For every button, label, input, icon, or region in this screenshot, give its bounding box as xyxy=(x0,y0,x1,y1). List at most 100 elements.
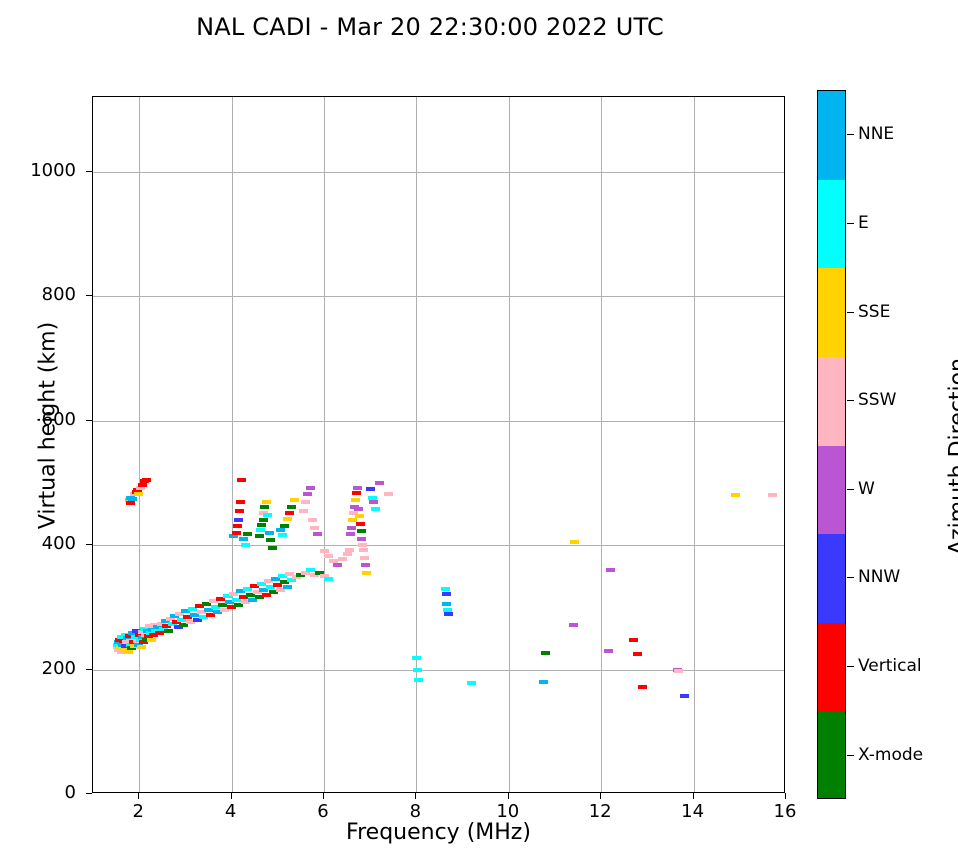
x-tick-label: 8 xyxy=(409,801,422,822)
data-mark xyxy=(143,633,153,638)
data-mark xyxy=(213,610,223,615)
colorbar-tick-label: SSW xyxy=(858,390,897,411)
data-mark xyxy=(352,485,362,490)
colorbar-tick-label: Vertical xyxy=(858,656,922,677)
data-mark xyxy=(267,545,277,550)
colorbar-segment-sse xyxy=(818,268,845,358)
data-mark xyxy=(229,591,239,596)
colorbar-segment-e xyxy=(818,179,845,269)
gridline-horizontal xyxy=(93,420,784,422)
data-mark xyxy=(151,629,161,633)
data-mark xyxy=(312,531,322,536)
colorbar-label: Azimuth Direction xyxy=(945,357,958,556)
data-mark xyxy=(116,635,126,640)
data-mark xyxy=(255,527,265,532)
data-mark xyxy=(277,574,287,579)
data-mark xyxy=(259,587,269,592)
data-mark xyxy=(357,536,367,541)
data-mark xyxy=(358,543,368,548)
data-mark xyxy=(241,543,250,548)
data-mark xyxy=(131,635,140,640)
data-mark xyxy=(319,549,329,554)
data-mark xyxy=(298,508,308,513)
data-mark xyxy=(201,601,211,606)
data-mark xyxy=(303,492,313,496)
data-mark xyxy=(314,570,324,575)
data-mark xyxy=(144,624,154,628)
data-mark xyxy=(632,652,642,656)
data-mark xyxy=(324,554,334,559)
colorbar-tick-label: NNW xyxy=(858,567,901,588)
data-mark xyxy=(220,607,230,612)
colorbar-tick xyxy=(847,311,854,313)
data-mark xyxy=(232,524,242,529)
colorbar-segment-nne xyxy=(818,91,845,181)
data-mark xyxy=(275,527,285,532)
colorbar-tick xyxy=(847,222,854,224)
data-mark xyxy=(356,529,366,534)
data-mark xyxy=(301,570,310,575)
data-mark xyxy=(351,490,361,495)
data-mark xyxy=(235,508,245,513)
y-tick-label: 400 xyxy=(41,533,76,555)
data-mark xyxy=(222,594,232,599)
x-axis-label: Frequency (MHz) xyxy=(346,820,531,845)
colorbar-segment-vertical xyxy=(818,622,845,712)
data-mark xyxy=(289,498,299,503)
data-mark xyxy=(164,629,174,633)
data-mark xyxy=(171,620,181,625)
data-mark xyxy=(166,616,176,621)
data-mark xyxy=(261,592,271,597)
data-mark xyxy=(344,548,354,553)
data-mark xyxy=(301,499,310,504)
data-mark xyxy=(411,656,421,661)
data-mark xyxy=(342,551,352,556)
data-mark xyxy=(148,632,158,637)
data-mark xyxy=(569,622,578,627)
x-tick xyxy=(230,793,232,799)
data-mark xyxy=(185,620,195,625)
data-mark xyxy=(360,555,370,560)
data-mark xyxy=(117,650,127,655)
data-mark xyxy=(264,579,274,584)
data-mark xyxy=(131,629,141,633)
data-mark xyxy=(353,507,363,511)
y-tick xyxy=(86,419,92,421)
data-mark xyxy=(280,580,290,585)
colorbar-segment-nnw xyxy=(818,534,845,624)
data-mark xyxy=(368,496,377,501)
data-mark xyxy=(679,693,689,698)
data-mark xyxy=(194,604,204,609)
data-mark xyxy=(143,629,152,633)
data-mark xyxy=(254,533,264,538)
gridline-vertical xyxy=(416,97,418,792)
data-mark xyxy=(359,548,369,553)
data-mark xyxy=(254,595,264,600)
y-tick-label: 800 xyxy=(41,284,76,306)
data-mark xyxy=(413,678,423,683)
data-mark xyxy=(361,563,371,567)
data-mark xyxy=(227,605,237,610)
data-mark xyxy=(362,570,371,575)
gridline-vertical xyxy=(693,97,695,792)
data-mark xyxy=(241,600,250,605)
data-mark xyxy=(284,510,294,515)
data-mark xyxy=(273,582,283,587)
data-mark xyxy=(137,630,147,635)
data-mark xyxy=(252,590,262,595)
y-tick xyxy=(86,170,92,172)
data-mark xyxy=(133,492,143,496)
data-mark xyxy=(280,524,290,529)
data-mark xyxy=(638,685,648,689)
data-mark xyxy=(348,518,358,523)
data-mark xyxy=(162,624,172,628)
data-mark xyxy=(384,492,394,496)
data-mark xyxy=(441,591,451,596)
data-mark xyxy=(135,485,145,490)
x-tick xyxy=(138,793,140,799)
gridline-horizontal xyxy=(93,669,784,671)
data-mark xyxy=(243,586,253,591)
data-mark xyxy=(266,585,276,590)
data-mark xyxy=(268,590,278,595)
